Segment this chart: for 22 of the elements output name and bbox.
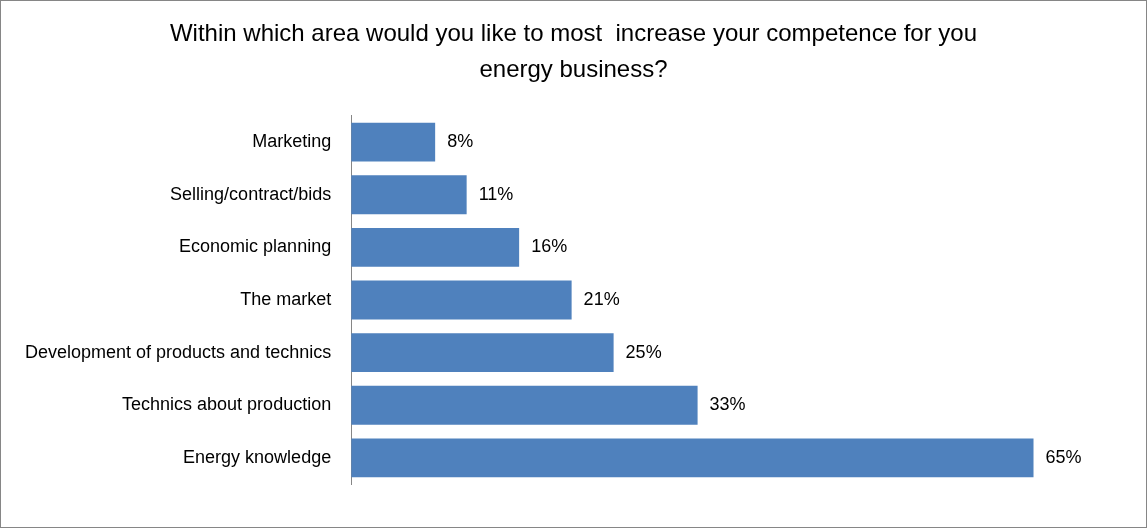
bar	[351, 333, 614, 373]
data-label: 25%	[625, 341, 662, 362]
bar	[351, 438, 1034, 478]
y-tick-label: Marketing	[252, 131, 332, 152]
data-label: 11%	[478, 183, 514, 204]
data-label: 16%	[531, 236, 568, 257]
y-tick-label: Technics about production	[122, 394, 332, 415]
y-tick-label: Development of products and technics	[24, 341, 332, 362]
y-tick-label: Energy knowledge	[183, 446, 332, 467]
y-tick-label: Economic planning	[179, 236, 332, 257]
bar	[351, 227, 520, 267]
data-label: 8%	[447, 131, 474, 152]
bar	[351, 175, 467, 215]
data-label: 33%	[709, 394, 746, 415]
bar	[351, 122, 436, 162]
data-label: 21%	[583, 288, 620, 309]
data-label: 65%	[1045, 446, 1082, 467]
bar	[351, 385, 698, 425]
bar	[351, 280, 572, 320]
y-tick-label: Selling/contract/bids	[170, 183, 332, 204]
y-tick-label: The market	[240, 288, 332, 309]
chart-title: Within which area would you like to most increase your competence for you energy business?	[168, 18, 978, 84]
